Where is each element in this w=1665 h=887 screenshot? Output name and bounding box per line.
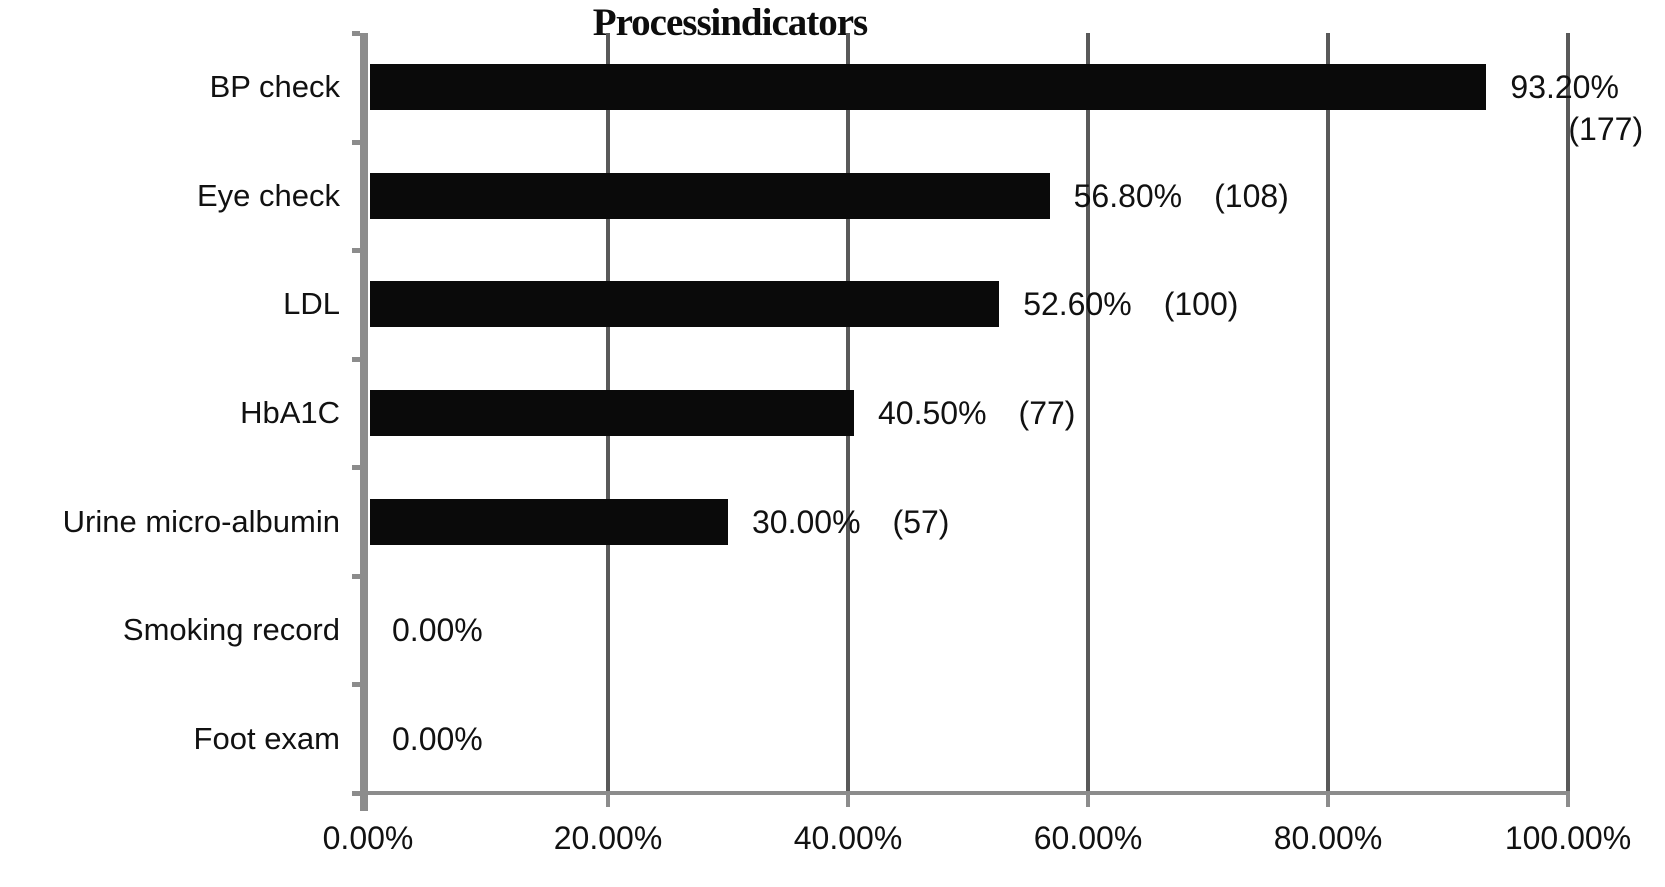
- x-axis-tick-20pct: [606, 793, 610, 807]
- x-tick-label: 40.00%: [793, 820, 903, 856]
- y-axis-tick: [352, 248, 360, 254]
- percent-value: 30.00%: [752, 503, 861, 540]
- percent-value: 0.00%: [392, 612, 483, 649]
- value-label: 0.00%: [392, 609, 483, 651]
- x-axis-tick-80pct: [1326, 793, 1330, 807]
- bar-hba1c: [370, 390, 854, 436]
- category-label: Urine micro-albumin: [62, 503, 340, 539]
- bar-eye-check: [370, 172, 1050, 219]
- category-label: HbA1C: [240, 395, 340, 430]
- x-tick-label: 100.00%: [1504, 820, 1632, 856]
- value-label: 40.50% (77): [878, 392, 1075, 434]
- bar-bp-check: [370, 64, 1487, 111]
- category-label: Foot exam: [193, 720, 340, 756]
- x-tick-label: 0.00%: [322, 820, 414, 856]
- category-label: LDL: [283, 286, 340, 322]
- y-axis-tick: [352, 465, 360, 471]
- gridline-100pct: [1566, 33, 1570, 793]
- y-axis-tick: [352, 356, 360, 362]
- y-axis-tick: [352, 791, 360, 796]
- chart-title: Process indicators: [592, 1, 869, 44]
- percent-value: 40.50%: [878, 395, 987, 431]
- value-label: 30.00% (57): [752, 501, 949, 543]
- percent-value: 93.20%: [1510, 69, 1619, 106]
- percent-value: 52.60%: [1023, 286, 1132, 323]
- count-value: (108): [1214, 177, 1289, 214]
- y-axis-tick: [352, 682, 360, 688]
- x-axis-tick-100pct: [1566, 793, 1570, 807]
- x-tick-label: 20.00%: [553, 820, 663, 856]
- gridline-80pct: [1326, 33, 1330, 793]
- value-label: 56.80% (108): [1074, 175, 1289, 217]
- percent-value: 56.80%: [1073, 177, 1183, 214]
- x-tick-label: 80.00%: [1273, 820, 1383, 856]
- count-value: (100): [1163, 286, 1239, 323]
- count-value: (57): [892, 503, 950, 540]
- x-axis-line: [352, 791, 1570, 795]
- y-axis-tick: [352, 31, 360, 36]
- bar-ldl: [370, 281, 1000, 328]
- gridline-60pct: [1086, 33, 1090, 793]
- x-axis-tick-60pct: [1086, 793, 1090, 807]
- x-tick-label: 60.00%: [1033, 820, 1143, 856]
- x-axis-tick-40pct: [846, 793, 850, 807]
- value-label: 0.00%: [392, 718, 483, 760]
- count-value: (77): [1018, 395, 1076, 431]
- count-value: (177): [1568, 111, 1644, 148]
- value-label: 52.60% (100): [1023, 283, 1238, 325]
- y-axis-tick: [352, 139, 360, 145]
- y-axis-line: [360, 33, 368, 811]
- bar-urine-micro-albumin: [370, 498, 728, 545]
- category-label: BP check: [209, 69, 340, 105]
- percent-value: 0.00%: [392, 720, 483, 757]
- category-label: Smoking record: [122, 612, 340, 648]
- category-label: Eye check: [196, 177, 340, 213]
- y-axis-tick: [352, 573, 360, 579]
- value-label: 93.20%: [1510, 66, 1619, 108]
